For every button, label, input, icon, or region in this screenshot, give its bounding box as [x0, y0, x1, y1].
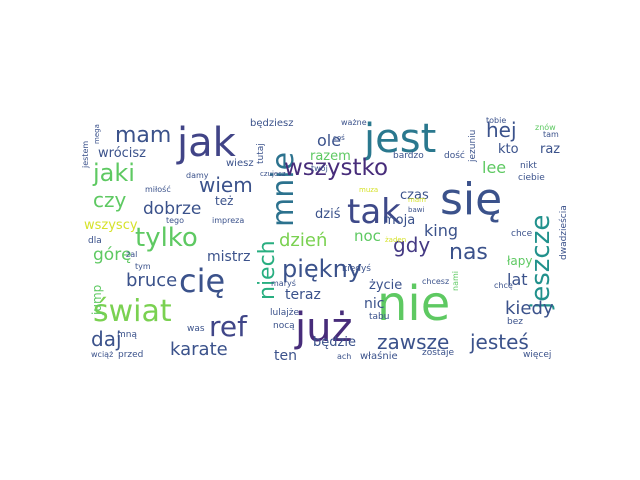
word-kto: kto — [498, 142, 519, 157]
word-zaden: żaden — [385, 236, 407, 244]
word-lat: lat — [507, 270, 528, 289]
word-ach: ach — [337, 352, 352, 361]
word-wiecej: więcej — [523, 350, 552, 360]
word-dosc: dość — [444, 151, 465, 161]
word-swiat: świat — [93, 294, 172, 329]
word-przed: przed — [118, 350, 144, 360]
word-king: king — [424, 221, 459, 240]
word-nikt: nikt — [520, 161, 537, 171]
word-gdy: gdy — [393, 233, 431, 257]
word-jump: jump — [90, 284, 104, 315]
word-was: was — [187, 324, 205, 334]
word-jak: jak — [177, 120, 236, 166]
word-kiedys: kiedyś — [342, 264, 371, 274]
word-mistrz: mistrz — [207, 249, 251, 265]
word-bedzie: będzie — [313, 335, 356, 350]
word-jestes: jesteś — [470, 330, 529, 354]
word-ole: ole — [317, 131, 342, 150]
word-juz: już — [295, 305, 353, 351]
word-jestem: jestem — [81, 140, 90, 168]
word-bawi: bawi — [408, 206, 425, 214]
word-tylko: tylko — [135, 223, 198, 253]
word-zycie: życie — [369, 278, 403, 293]
word-piekny: piękny — [282, 255, 362, 283]
word-twoj: twój — [311, 164, 328, 173]
word-milosc: miłość — [145, 185, 171, 194]
word-moja: moja — [383, 213, 416, 228]
word-daj: daj — [91, 327, 122, 351]
word-mna: mną — [117, 330, 137, 340]
word-jest: jest — [364, 116, 437, 162]
word-tabu: tabu — [369, 312, 390, 322]
word-wszystko: wszystko — [284, 155, 389, 181]
word-dla: dla — [88, 236, 102, 246]
word-zostaje: zostaje — [422, 348, 455, 358]
word-czas: czas — [400, 188, 429, 203]
word-wiesz: wiesz — [226, 158, 254, 169]
word-kiedy: kiedy — [505, 298, 554, 319]
word-lee: lee — [482, 158, 507, 177]
word-nami: nami — [451, 271, 460, 291]
word-lulajze: lulajże — [270, 308, 299, 318]
word-ciebie: ciebie — [518, 173, 545, 183]
word-dzis: dziś — [315, 207, 341, 222]
word-chce: chce — [511, 229, 533, 239]
word-tez: też — [215, 194, 234, 208]
word-karate: karate — [170, 339, 228, 360]
word-noca: nocą — [273, 321, 295, 331]
word-dobrze: dobrze — [143, 199, 202, 219]
word-damy: damy — [186, 171, 209, 180]
word-tak: tak — [347, 192, 401, 232]
word-raz: raz — [540, 142, 561, 157]
word-wciaz: wciąż — [91, 350, 114, 359]
word-noc: noc — [354, 227, 381, 245]
word-bez: bez — [507, 317, 523, 327]
word-sie: się — [440, 174, 503, 225]
word-mega: mega — [93, 124, 101, 144]
word-tym: tym — [135, 262, 151, 271]
word-wszyscy: wszyscy — [84, 218, 138, 233]
word-dwadziescia: dwadzieścia — [559, 205, 569, 260]
word-dzien: dzień — [279, 230, 328, 251]
word-teraz: teraz — [285, 287, 321, 303]
word-bardzo: bardzo — [393, 151, 424, 161]
word-nie: nie — [377, 276, 451, 332]
word-impreza: impreza — [212, 216, 245, 225]
word-chcesz: chcesz — [422, 277, 450, 286]
word-hej: hej — [486, 118, 517, 142]
word-razem: razem — [310, 149, 351, 164]
word-ten: ten — [274, 348, 297, 364]
word-wlasnie: właśnie — [360, 351, 398, 362]
word-nas: nas — [449, 240, 488, 265]
word-marys: maryś — [271, 279, 296, 288]
word-wiem: wiem — [199, 173, 253, 197]
word-wrocisz: wrócisz — [98, 146, 147, 161]
word-niech: niech — [255, 240, 280, 300]
word-cos: coś — [333, 134, 345, 142]
word-mam-small: mam — [408, 196, 426, 204]
word-mam: mam — [115, 123, 172, 148]
word-czujesz: czujesz — [260, 170, 286, 178]
word-jaki: jaki — [93, 159, 135, 187]
word-bedziesz: będziesz — [250, 118, 294, 129]
word-bruce: bruce — [126, 270, 178, 291]
word-zal: żal — [126, 250, 138, 259]
word-tutaj: tutaj — [256, 143, 266, 164]
word-chce2: chcę — [494, 281, 513, 290]
word-czy: czy — [93, 188, 127, 212]
word-cie: cię — [179, 262, 226, 300]
word-tobie: tobie — [486, 116, 507, 125]
word-jezuniu: jezuniu — [468, 129, 478, 162]
word-cloud: nie się już jak jest tak cię mnie świat … — [77, 115, 575, 365]
word-wazne: ważne — [341, 118, 367, 127]
word-gore: górę — [93, 245, 132, 265]
word-nic: nic — [364, 296, 385, 312]
word-tego: tego — [166, 216, 185, 225]
word-muza: muza — [359, 186, 379, 194]
word-ref: ref — [209, 310, 247, 343]
word-tam: tam — [543, 130, 559, 139]
word-znow: znów — [535, 123, 556, 132]
word-lapy: łapy — [507, 254, 533, 268]
word-zawsze: zawsze — [377, 330, 450, 354]
